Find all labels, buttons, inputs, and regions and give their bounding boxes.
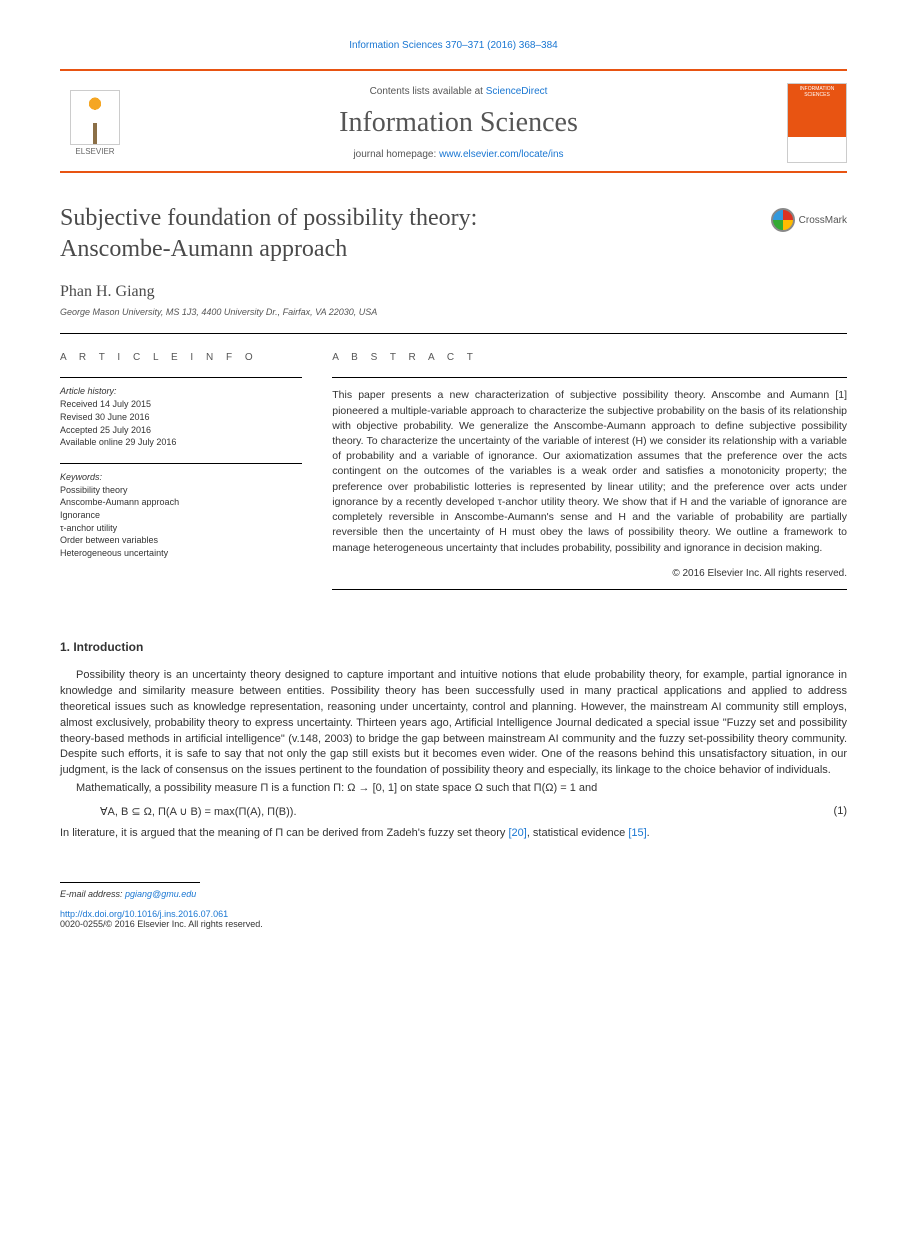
title-line-2: Anscombe-Aumann approach xyxy=(60,236,347,262)
elsevier-tree-icon xyxy=(70,90,120,145)
elsevier-logo: ELSEVIER xyxy=(60,83,130,163)
p3-post: . xyxy=(647,827,650,839)
equation-number: (1) xyxy=(834,805,847,818)
keyword-3: τ-anchor utility xyxy=(60,522,302,535)
header-citation: Information Sciences 370–371 (2016) 368–… xyxy=(60,40,847,51)
intro-paragraph-3-container: In literature, it is argued that the mea… xyxy=(60,826,847,842)
article-title: Subjective foundation of possibility the… xyxy=(60,203,847,265)
footer-copyright: 0020-0255/© 2016 Elsevier Inc. All right… xyxy=(60,919,847,929)
homepage-prefix: journal homepage: xyxy=(353,149,439,160)
abstract-header: A B S T R A C T xyxy=(332,352,847,363)
footer-email-line: E-mail address: pgiang@gmu.edu xyxy=(60,889,847,899)
history-online: Available online 29 July 2016 xyxy=(60,436,302,449)
history-label: Article history: xyxy=(60,386,302,396)
introduction-body: Possibility theory is an uncertainty the… xyxy=(60,668,847,798)
keyword-2: Ignorance xyxy=(60,509,302,522)
author-name: Phan H. Giang xyxy=(60,283,847,301)
p3-pre: In literature, it is argued that the mea… xyxy=(60,827,508,839)
article-info-header: A R T I C L E I N F O xyxy=(60,352,302,363)
footer-doi: http://dx.doi.org/10.1016/j.ins.2016.07.… xyxy=(60,909,847,919)
email-label: E-mail address: xyxy=(60,889,125,899)
intro-paragraph-3: In literature, it is argued that the mea… xyxy=(60,826,847,842)
journal-header: ELSEVIER Contents lists available at Sci… xyxy=(60,71,847,173)
info-abstract-columns: A R T I C L E I N F O Article history: R… xyxy=(60,334,847,589)
author-email-link[interactable]: pgiang@gmu.edu xyxy=(125,889,196,899)
title-line-1: Subjective foundation of possibility the… xyxy=(60,205,477,231)
page-container: Information Sciences 370–371 (2016) 368–… xyxy=(0,0,907,969)
history-accepted: Accepted 25 July 2016 xyxy=(60,424,302,437)
keyword-5: Heterogeneous uncertainty xyxy=(60,547,302,560)
intro-paragraph-1: Possibility theory is an uncertainty the… xyxy=(60,668,847,780)
crossmark-label: CrossMark xyxy=(799,215,847,226)
p3-mid: , statistical evidence xyxy=(527,827,629,839)
sciencedirect-link[interactable]: ScienceDirect xyxy=(486,86,548,97)
contents-available: Contents lists available at ScienceDirec… xyxy=(130,86,787,97)
abstract-rule xyxy=(332,377,847,378)
reference-link-20[interactable]: [20] xyxy=(508,827,526,839)
footer-rule xyxy=(60,882,200,883)
cover-title: INFORMATION SCIENCES xyxy=(788,84,846,137)
doi-link[interactable]: http://dx.doi.org/10.1016/j.ins.2016.07.… xyxy=(60,909,228,919)
keyword-0: Possibility theory xyxy=(60,484,302,497)
intro-paragraph-2: Mathematically, a possibility measure Π … xyxy=(60,781,847,797)
article-history-block: Article history: Received 14 July 2015 R… xyxy=(60,377,302,448)
equation-content: ∀A, B ⊆ Ω, Π(A ∪ B) = max(Π(A), Π(B)). xyxy=(100,805,297,818)
introduction-heading: 1. Introduction xyxy=(60,640,847,654)
cover-lower xyxy=(788,137,846,162)
abstract-text: This paper presents a new characterizati… xyxy=(332,388,847,555)
author-affiliation: George Mason University, MS 1J3, 4400 Un… xyxy=(60,307,847,317)
abstract-bottom-rule xyxy=(332,589,847,590)
abstract-copyright: © 2016 Elsevier Inc. All rights reserved… xyxy=(332,568,847,579)
crossmark-badge[interactable]: CrossMark xyxy=(771,208,847,232)
keyword-4: Order between variables xyxy=(60,534,302,547)
homepage-link[interactable]: www.elsevier.com/locate/ins xyxy=(439,149,564,160)
history-received: Received 14 July 2015 xyxy=(60,398,302,411)
elsevier-text: ELSEVIER xyxy=(75,147,114,156)
keyword-1: Anscombe-Aumann approach xyxy=(60,496,302,509)
keywords-label: Keywords: xyxy=(60,472,302,482)
keywords-block: Keywords: Possibility theory Anscombe-Au… xyxy=(60,463,302,560)
contents-prefix: Contents lists available at xyxy=(370,86,486,97)
history-revised: Revised 30 June 2016 xyxy=(60,411,302,424)
crossmark-icon xyxy=(771,208,795,232)
journal-homepage: journal homepage: www.elsevier.com/locat… xyxy=(130,149,787,160)
article-info-column: A R T I C L E I N F O Article history: R… xyxy=(60,334,302,589)
journal-name: Information Sciences xyxy=(130,107,787,139)
equation-1: ∀A, B ⊆ Ω, Π(A ∪ B) = max(Π(A), Π(B)). (… xyxy=(100,805,847,818)
journal-center-block: Contents lists available at ScienceDirec… xyxy=(130,86,787,160)
abstract-column: A B S T R A C T This paper presents a ne… xyxy=(332,334,847,589)
journal-cover-thumbnail: INFORMATION SCIENCES xyxy=(787,83,847,163)
reference-link-15[interactable]: [15] xyxy=(628,827,646,839)
